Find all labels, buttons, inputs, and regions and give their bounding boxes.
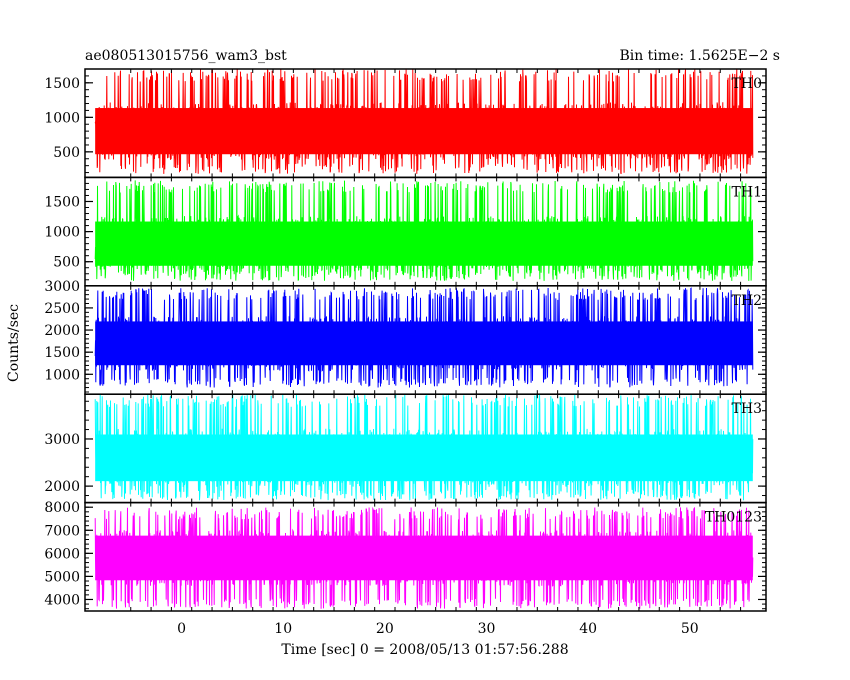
x-tick-label: 50 bbox=[681, 621, 699, 637]
y-axis-label: Counts/sec bbox=[6, 304, 22, 382]
y-tick-label: 7000 bbox=[44, 523, 80, 539]
y-tick-label: 1500 bbox=[44, 76, 80, 92]
panel-frame bbox=[84, 501, 767, 612]
panel-th2: 1000 1500 2000 2500 3000 TH2 bbox=[44, 279, 767, 395]
x-axis-label: Time [sec] 0 = 2008/05/13 01:57:56.288 bbox=[281, 642, 568, 658]
series-line-th3 bbox=[94, 394, 754, 501]
series-line-th0 bbox=[94, 68, 754, 175]
y-tick-label: 4000 bbox=[44, 592, 80, 608]
x-tick-label: 0 bbox=[177, 621, 186, 637]
panel-label: TH0 bbox=[732, 76, 762, 92]
panel-th0: 500 1000 1500 TH0 bbox=[44, 68, 767, 179]
panel-th3: 2000 3000 TH3 bbox=[44, 393, 767, 504]
y-tick-label: 3000 bbox=[44, 279, 80, 295]
x-tick-label: 10 bbox=[274, 621, 292, 637]
bin-time-label: Bin time: 1.5625E−2 s bbox=[619, 48, 780, 64]
chart-title: ae080513015756_wam3_bst bbox=[85, 48, 287, 64]
y-tick-label: 500 bbox=[53, 145, 80, 161]
x-tick-label: 30 bbox=[478, 621, 496, 637]
y-tick-label: 5000 bbox=[44, 569, 80, 585]
series-line-th1 bbox=[94, 180, 754, 281]
y-tick-label: 1000 bbox=[44, 367, 80, 383]
y-tick-label: 500 bbox=[53, 255, 80, 271]
y-tick-label: 6000 bbox=[44, 546, 80, 562]
series-line-th2 bbox=[94, 287, 754, 388]
y-tick-label: 2000 bbox=[44, 323, 80, 339]
y-tick-label: 2000 bbox=[44, 479, 80, 495]
y-tick-label: 8000 bbox=[44, 500, 80, 516]
y-tick-label: 2500 bbox=[44, 301, 80, 317]
series-line-th0123 bbox=[94, 506, 754, 609]
y-tick-label: 3000 bbox=[44, 432, 80, 448]
x-tick-label: 40 bbox=[579, 621, 597, 637]
y-tick-label: 1000 bbox=[44, 110, 80, 126]
panel-th1: 500 1000 1500 TH1 bbox=[44, 176, 767, 287]
x-tick-label: 20 bbox=[376, 621, 394, 637]
panel-label: TH2 bbox=[732, 293, 762, 309]
y-tick-label: 1000 bbox=[44, 225, 80, 241]
panel-label: TH3 bbox=[732, 401, 762, 417]
y-tick-label: 1500 bbox=[44, 194, 80, 210]
panel-th0123: 4000 5000 6000 7000 8000 TH0123 bbox=[44, 500, 767, 612]
panel-label: TH1 bbox=[732, 184, 762, 200]
panel-label: TH0123 bbox=[705, 510, 762, 526]
y-tick-label: 1500 bbox=[44, 345, 80, 361]
